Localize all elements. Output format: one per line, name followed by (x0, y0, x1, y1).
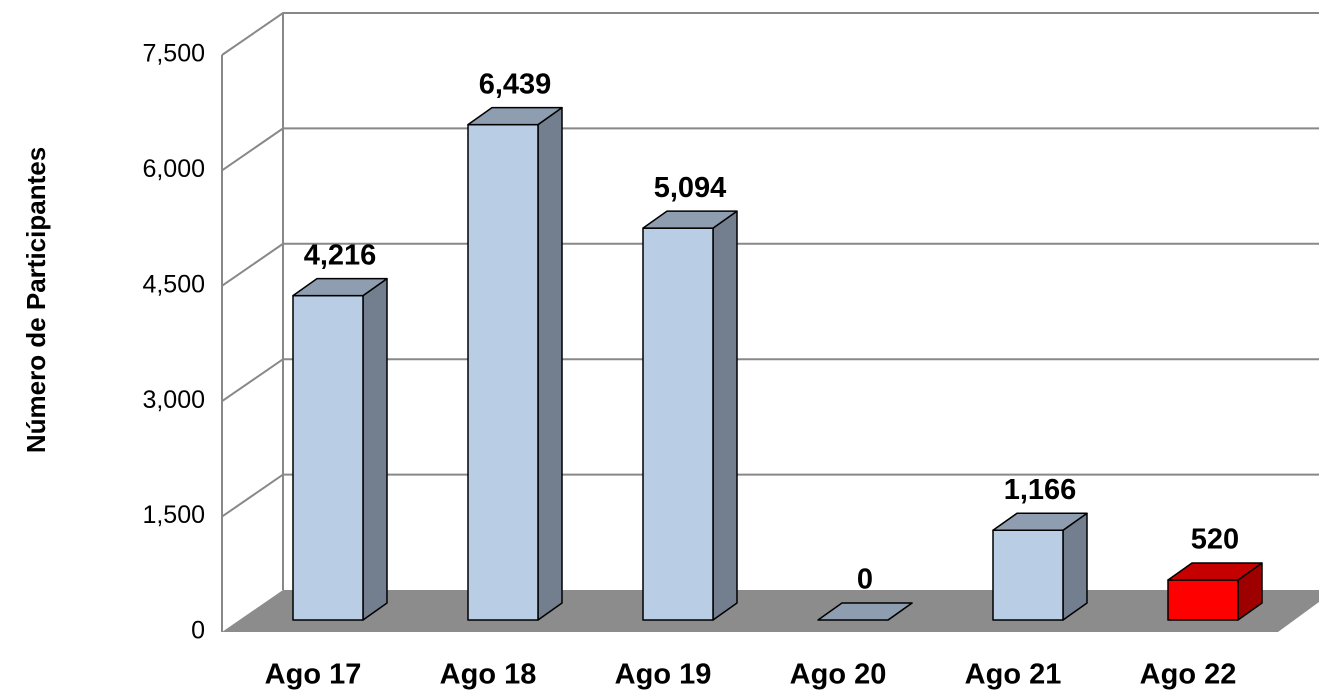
bar-top (292, 277, 388, 297)
value-label: 1,166 (1004, 474, 1077, 506)
bar-top (817, 602, 913, 621)
x-tick-label: Ago 19 (615, 659, 712, 691)
bar-top (1167, 562, 1263, 581)
grid-line (221, 127, 1319, 172)
bar-front (642, 227, 714, 621)
x-tick-label: Ago 18 (440, 659, 537, 691)
y-tick-label: 3,000 (142, 386, 205, 414)
y-tick-label: 0 (191, 617, 205, 645)
bar-side (362, 277, 388, 621)
bar-front (992, 529, 1064, 621)
grid-line (221, 12, 1319, 56)
x-tick-label: Ago 20 (790, 659, 887, 691)
y-tick-label: 6,000 (142, 155, 205, 183)
y-tick-label: 7,500 (142, 40, 205, 68)
bar-front (467, 123, 539, 621)
bar-top (992, 512, 1088, 532)
grid-line (221, 242, 1319, 287)
value-label: 6,439 (479, 68, 552, 100)
bar-front (1167, 579, 1239, 621)
value-label: 520 (1191, 524, 1239, 556)
value-label: 5,094 (654, 172, 727, 204)
grid-line (221, 473, 1319, 518)
bar-top (642, 210, 738, 229)
bar-front (292, 294, 364, 621)
y-tick-label: 1,500 (142, 501, 205, 529)
bar-side (1062, 512, 1088, 621)
bar-side (712, 210, 738, 621)
y-axis-title: Número de Participantes (21, 147, 51, 453)
x-tick-label: Ago 22 (1140, 659, 1237, 691)
value-label: 4,216 (304, 239, 377, 271)
value-label: 0 (857, 564, 873, 596)
bar-side (537, 106, 563, 621)
y-tick-label: 4,500 (142, 270, 205, 298)
bar-top (467, 106, 563, 126)
x-tick-label: Ago 17 (265, 659, 362, 691)
grid-line (221, 358, 1319, 403)
x-tick-label: Ago 21 (965, 659, 1062, 691)
